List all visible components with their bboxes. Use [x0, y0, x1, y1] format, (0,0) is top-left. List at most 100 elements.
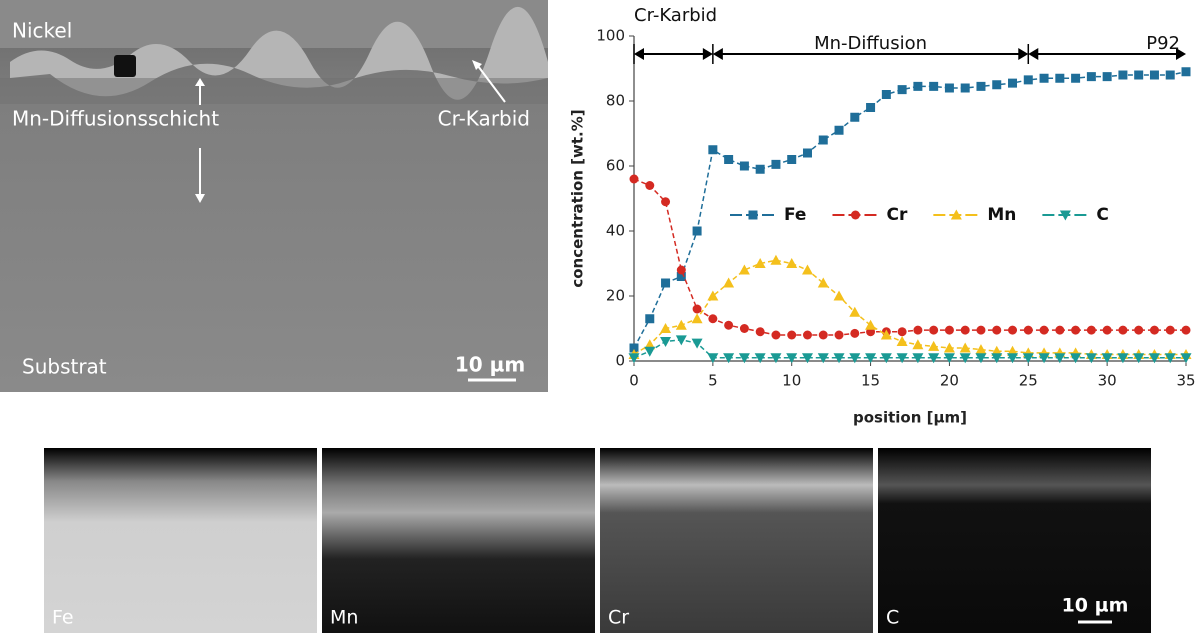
marker — [724, 321, 733, 330]
x-tick-label: 30 — [1098, 372, 1117, 390]
marker — [912, 339, 923, 349]
marker — [961, 84, 970, 93]
x-axis-label: position [µm] — [853, 409, 967, 427]
marker — [835, 126, 844, 135]
y-tick-label: 80 — [606, 92, 625, 110]
marker — [1150, 326, 1159, 335]
x-tick-label: 5 — [708, 372, 718, 390]
marker — [819, 136, 828, 145]
y-tick-label: 40 — [606, 222, 625, 240]
marker — [661, 279, 670, 288]
marker — [645, 181, 654, 190]
sem-image: Nickel Mn-Diffusionsschicht Cr-Karbid Su… — [0, 0, 548, 392]
marker — [945, 84, 954, 93]
map-label: Cr — [608, 607, 629, 629]
marker — [913, 82, 922, 91]
marker — [1071, 74, 1080, 83]
marker — [1040, 74, 1049, 83]
marker — [1182, 326, 1191, 335]
marker — [724, 155, 733, 164]
marker — [1166, 71, 1175, 80]
marker — [770, 255, 781, 265]
marker — [1055, 74, 1064, 83]
marker — [866, 103, 875, 112]
x-tick-label: 0 — [629, 372, 639, 390]
marker — [1103, 326, 1112, 335]
marker — [1008, 326, 1017, 335]
legend-label: C — [1096, 205, 1108, 225]
marker — [1087, 72, 1096, 81]
region-label: Cr-Karbid — [634, 5, 717, 26]
marker — [787, 155, 796, 164]
marker — [850, 329, 859, 338]
marker — [693, 305, 702, 314]
marker — [645, 314, 654, 323]
marker — [1070, 353, 1081, 363]
y-axis-label: concentration [wt.%] — [569, 109, 587, 287]
map-label: C — [886, 607, 899, 629]
marker — [1087, 326, 1096, 335]
marker — [819, 331, 828, 340]
image-label: Cr-Karbid — [438, 107, 530, 131]
marker — [992, 326, 1001, 335]
marker — [676, 320, 687, 330]
marker — [1134, 71, 1143, 80]
map-label: Mn — [330, 607, 358, 629]
marker — [1040, 326, 1049, 335]
x-tick-label: 20 — [940, 372, 959, 390]
marker — [929, 82, 938, 91]
image-label: Mn-Diffusionsschicht — [12, 107, 219, 131]
marker — [1024, 326, 1033, 335]
marker — [676, 335, 687, 345]
legend-label: Cr — [886, 205, 907, 225]
region-label: Mn-Diffusion — [814, 33, 927, 54]
marker — [661, 197, 670, 206]
marker — [756, 327, 765, 336]
marker — [771, 331, 780, 340]
marker — [1103, 72, 1112, 81]
marker — [976, 326, 985, 335]
x-tick-label: 10 — [782, 372, 801, 390]
marker — [851, 211, 860, 220]
marker — [660, 337, 671, 347]
image-label: Substrat — [22, 355, 107, 379]
image-label: Nickel — [12, 19, 72, 43]
marker — [740, 162, 749, 171]
marker — [835, 331, 844, 340]
marker — [1118, 326, 1127, 335]
marker — [740, 324, 749, 333]
marker — [723, 278, 734, 288]
marker — [644, 347, 655, 357]
chart: 02040608010005101520253035position [µm]c… — [569, 5, 1196, 427]
figure: Nickel Mn-Diffusionsschicht Cr-Karbid Su… — [0, 0, 1202, 633]
marker — [898, 327, 907, 336]
y-tick-label: 20 — [606, 287, 625, 305]
marker — [739, 265, 750, 275]
marker — [976, 82, 985, 91]
marker — [802, 265, 813, 275]
marker — [771, 160, 780, 169]
x-tick-label: 15 — [861, 372, 880, 390]
marker — [882, 90, 891, 99]
x-tick-label: 25 — [1019, 372, 1038, 390]
marker — [945, 326, 954, 335]
marker — [1055, 326, 1064, 335]
marker — [1118, 71, 1127, 80]
marker — [1024, 75, 1033, 84]
marker — [692, 313, 703, 323]
series-line — [634, 260, 1186, 354]
marker — [1134, 326, 1143, 335]
map-label: Fe — [52, 607, 74, 629]
marker — [693, 227, 702, 236]
marker — [708, 314, 717, 323]
region-label: P92 — [1146, 33, 1180, 54]
marker — [756, 165, 765, 174]
legend-label: Fe — [784, 205, 806, 225]
marker — [1008, 79, 1017, 88]
y-tick-label: 100 — [596, 27, 625, 45]
series-line — [634, 179, 1186, 335]
marker — [992, 80, 1001, 89]
element-maps: Fe Mn Cr C 10 µm — [44, 448, 1151, 633]
marker — [865, 320, 876, 330]
marker — [1150, 71, 1159, 80]
